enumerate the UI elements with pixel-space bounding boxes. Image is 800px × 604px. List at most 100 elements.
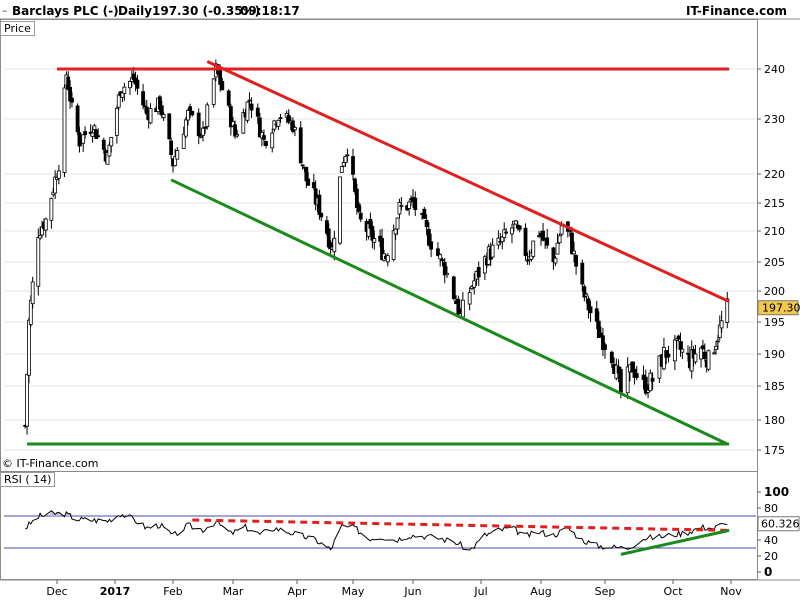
candle-body xyxy=(203,126,208,129)
candle-body xyxy=(77,132,82,147)
candle-body xyxy=(135,79,140,89)
candle-body xyxy=(422,208,427,219)
price-panel-label[interactable]: Price xyxy=(0,21,35,36)
candle-body xyxy=(249,103,254,111)
candle-body xyxy=(436,248,440,256)
rsi-tick-label: 40 xyxy=(764,534,778,547)
candle-body xyxy=(594,308,599,322)
candle-body xyxy=(385,255,390,263)
candle-body xyxy=(650,377,655,382)
rsi-value-tag xyxy=(757,516,800,532)
candle-body xyxy=(293,127,297,131)
candle-body xyxy=(298,127,303,164)
candle-body xyxy=(351,156,355,175)
candle-body xyxy=(122,86,127,94)
candle-body xyxy=(582,286,587,298)
candle-body xyxy=(107,144,112,157)
candle-body xyxy=(513,220,518,225)
candle-body xyxy=(504,231,509,234)
candle-body xyxy=(603,344,607,350)
candle-body xyxy=(175,150,180,160)
candle-body xyxy=(618,369,623,393)
candle-body xyxy=(109,137,114,147)
candle-body xyxy=(235,134,240,137)
candle-body xyxy=(159,105,164,116)
candle-body xyxy=(472,280,477,288)
candle-body xyxy=(345,154,350,157)
candle-body xyxy=(27,319,31,376)
candle-body xyxy=(555,242,560,255)
candle-body xyxy=(94,129,99,139)
candle-body xyxy=(678,341,683,350)
rsi-value-tag-label: 60.326 xyxy=(761,518,800,531)
candle-body xyxy=(680,348,685,353)
candle-body xyxy=(445,273,449,276)
candle-body xyxy=(262,135,266,140)
candle-body xyxy=(393,228,398,235)
price-tick-label: 210 xyxy=(764,225,785,238)
candle-body xyxy=(96,135,101,138)
candle-body xyxy=(90,132,95,137)
candle-body xyxy=(30,281,35,305)
candle-body xyxy=(338,176,342,244)
candle-body xyxy=(343,155,348,163)
candle-body xyxy=(128,81,132,89)
price-tick-label: 195 xyxy=(764,316,785,329)
support-trendline xyxy=(170,178,728,446)
chart-title: Barclays PLC (-) xyxy=(12,4,119,18)
candle-body xyxy=(686,352,690,355)
header-minus-icon[interactable]: – xyxy=(2,4,8,17)
price-tick-label: 230 xyxy=(764,113,785,126)
candle-body xyxy=(440,259,445,262)
candle-body xyxy=(395,217,400,230)
candle-body xyxy=(429,241,434,250)
candle-body xyxy=(183,119,188,137)
candle-body xyxy=(630,361,635,373)
brand-name: IT-Finance.com xyxy=(686,4,788,18)
candle-body xyxy=(220,80,225,91)
candle-body xyxy=(278,117,283,120)
candle-body xyxy=(161,114,166,118)
candle-body xyxy=(247,99,252,102)
candle-body xyxy=(451,276,456,300)
price-tick-label: 240 xyxy=(764,63,785,76)
rsi-support-trendline xyxy=(620,528,730,556)
candle-body xyxy=(625,366,630,394)
candle-body xyxy=(198,135,203,138)
candle-body xyxy=(609,351,614,364)
candle-body xyxy=(725,298,730,323)
candle-body xyxy=(666,353,671,358)
candle-body xyxy=(517,225,522,230)
candle-body xyxy=(523,227,528,256)
chart-interval: Daily xyxy=(118,4,153,18)
candle-body xyxy=(693,353,698,363)
rsi-resistance-trendline xyxy=(192,518,730,532)
rsi-tick-label: 20 xyxy=(764,550,778,563)
candle-body xyxy=(356,203,361,212)
candle-body xyxy=(332,237,337,253)
candle-body xyxy=(141,91,145,106)
candle-body xyxy=(648,372,653,392)
candle-body xyxy=(662,347,666,370)
candle-body xyxy=(380,237,384,260)
candle-body xyxy=(702,351,707,360)
candle-body xyxy=(601,335,605,350)
candle-body xyxy=(424,220,429,228)
rsi-panel-label[interactable]: RSI ( 14) xyxy=(0,472,56,487)
candle-body xyxy=(101,139,106,150)
candle-body xyxy=(81,134,86,144)
candle-body xyxy=(228,106,233,128)
candle-body xyxy=(634,373,639,378)
candle-body xyxy=(397,202,402,215)
price-tick-label: 190 xyxy=(764,348,785,361)
candle-body xyxy=(114,107,119,136)
time-tick-label: Feb xyxy=(163,585,182,598)
candle-body xyxy=(598,332,603,337)
candle-body xyxy=(38,235,43,239)
price-tick-label: 220 xyxy=(764,168,785,181)
chart-last-price: 197.30 (-0.35%) xyxy=(152,4,261,18)
candle-body xyxy=(62,87,67,173)
candle-body xyxy=(270,132,275,149)
candle-body xyxy=(643,376,648,394)
